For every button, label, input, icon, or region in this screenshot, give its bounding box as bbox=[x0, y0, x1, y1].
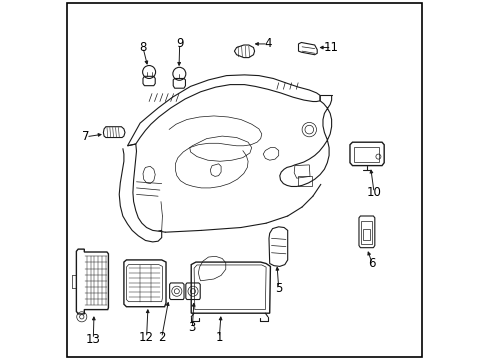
Text: 3: 3 bbox=[188, 321, 196, 334]
Text: 10: 10 bbox=[366, 186, 381, 199]
Text: 5: 5 bbox=[274, 282, 282, 294]
Text: 12: 12 bbox=[139, 331, 154, 344]
Text: 13: 13 bbox=[86, 333, 101, 346]
Text: 9: 9 bbox=[176, 37, 183, 50]
Bar bbox=[362, 229, 370, 240]
Text: 7: 7 bbox=[82, 130, 90, 143]
Text: 11: 11 bbox=[324, 41, 338, 54]
Bar bbox=[297, 176, 311, 186]
Bar bbox=[361, 221, 371, 244]
Text: 1: 1 bbox=[215, 331, 223, 344]
Text: 4: 4 bbox=[264, 37, 271, 50]
Text: 2: 2 bbox=[158, 331, 165, 344]
Text: 6: 6 bbox=[368, 257, 375, 270]
Bar bbox=[354, 147, 378, 162]
Text: 8: 8 bbox=[139, 41, 146, 54]
